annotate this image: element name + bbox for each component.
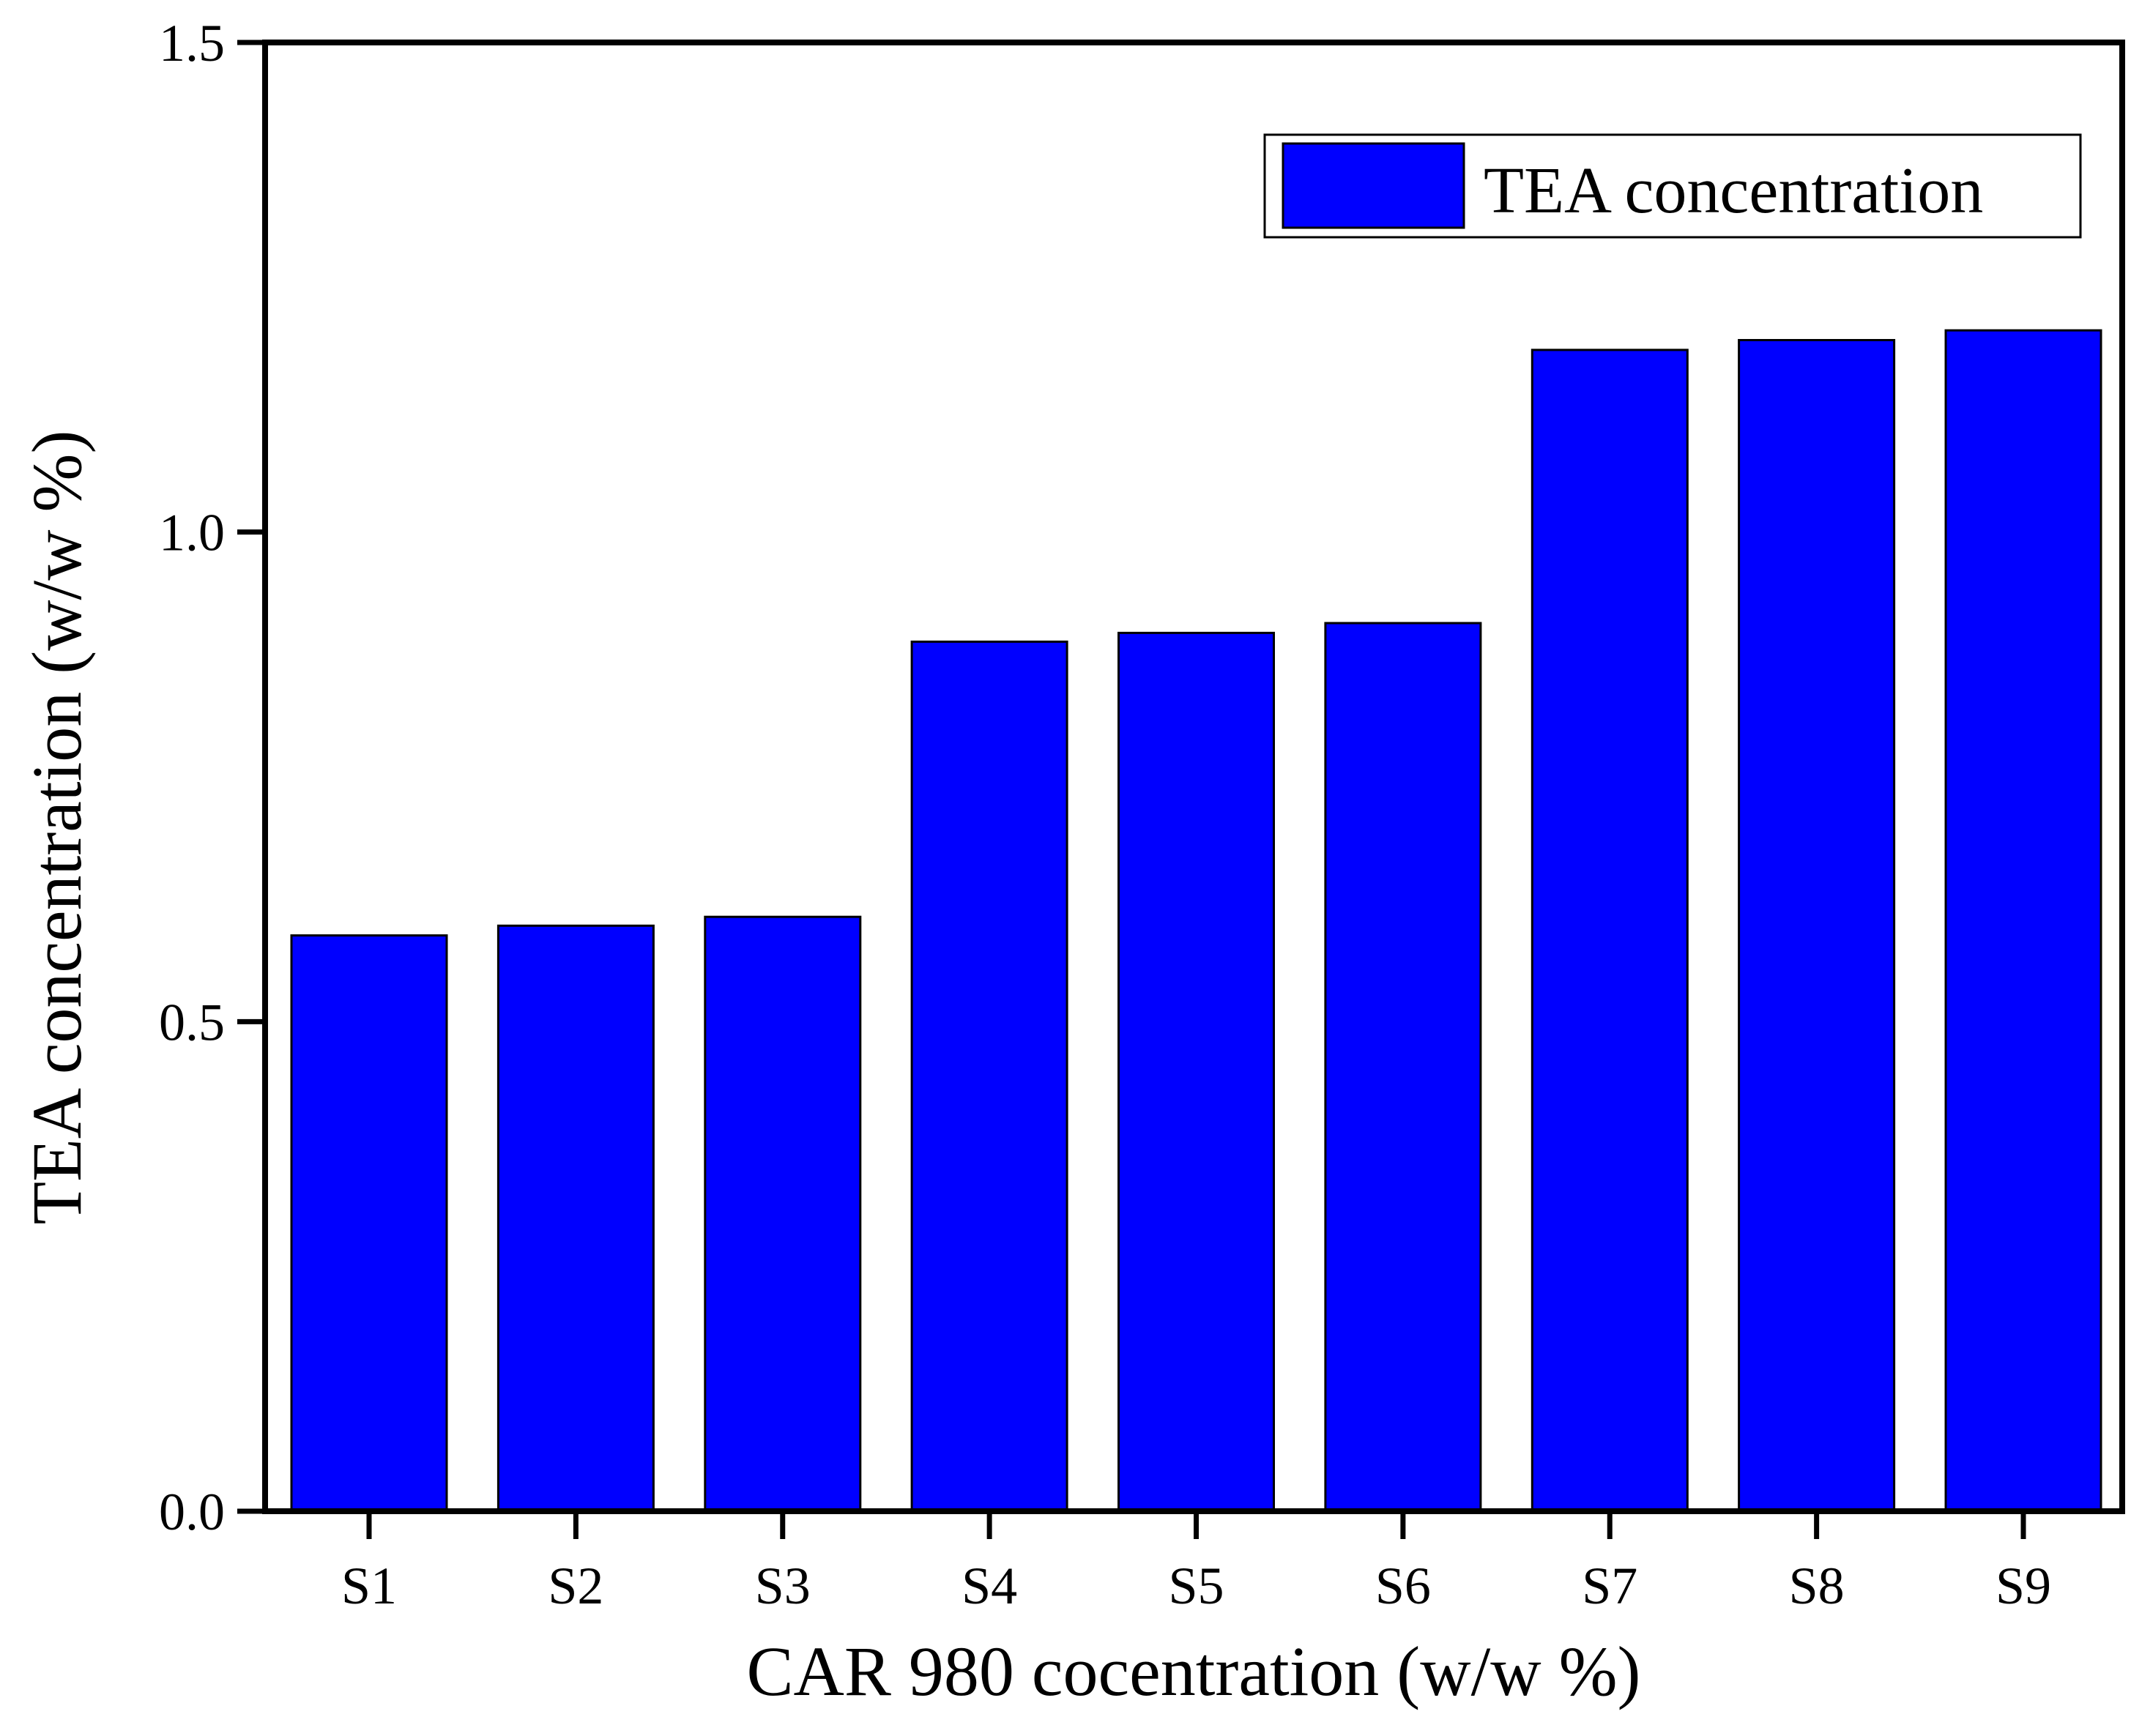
y-tick-label: 0.0: [159, 1483, 225, 1541]
y-axis-title: TEA concentration (w/w %): [18, 431, 96, 1225]
x-axis: S1 S2 S3 S4 S5 S6 S7 S8 S9: [341, 1511, 2051, 1615]
y-axis: 0.0 0.5 1.0 1.5: [159, 14, 265, 1541]
x-tick-label: S8: [1789, 1557, 1845, 1615]
x-tick-label: S2: [548, 1557, 603, 1615]
x-tick-label: S6: [1375, 1557, 1431, 1615]
bar-s5: [1117, 631, 1275, 1513]
bar-s9: [1944, 329, 2102, 1513]
bar-s6: [1324, 622, 1482, 1513]
x-tick-label: S4: [962, 1557, 1017, 1615]
x-tick-label: S7: [1582, 1557, 1637, 1615]
legend: TEA concentration: [1263, 133, 2082, 239]
legend-swatch: [1282, 142, 1465, 229]
legend-label: TEA concentration: [1484, 154, 1983, 227]
x-tick-label: S1: [341, 1557, 397, 1615]
bar-s2: [497, 924, 655, 1513]
y-tick-label: 0.5: [159, 993, 225, 1051]
x-axis-title: CAR 980 cocentration (w/w %): [746, 1632, 1640, 1710]
x-tick-label: S5: [1168, 1557, 1224, 1615]
x-tick-label: S9: [1996, 1557, 2051, 1615]
bar-s4: [910, 640, 1068, 1513]
y-tick-label: 1.5: [159, 14, 225, 72]
bar-s7: [1531, 349, 1689, 1513]
bar-s3: [704, 915, 862, 1513]
bars-group: [290, 329, 2102, 1513]
bar-s1: [290, 934, 448, 1513]
y-tick-label: 1.0: [159, 504, 225, 562]
x-tick-label: S3: [755, 1557, 811, 1615]
bar-s8: [1738, 339, 1896, 1513]
